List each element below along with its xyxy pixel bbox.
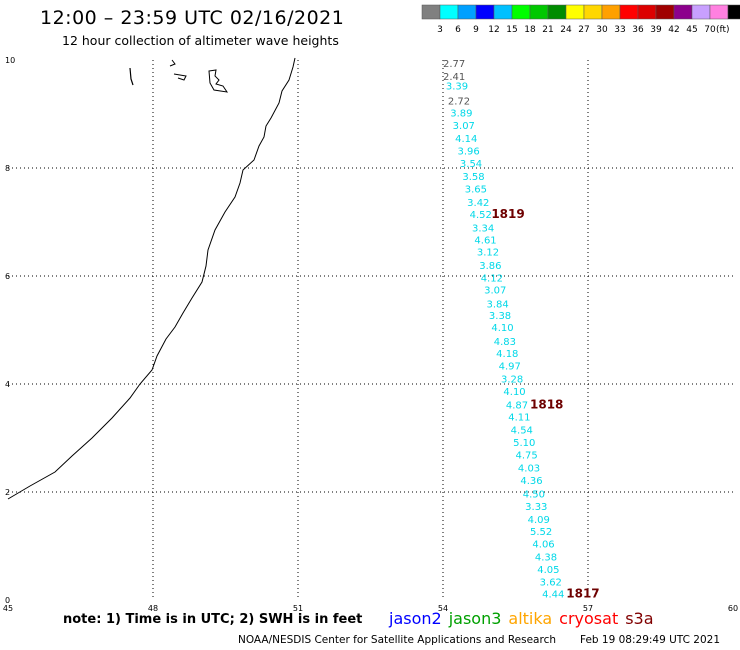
lon-tick-label: 60 — [728, 604, 738, 613]
wave-height-label: 4.38 — [535, 553, 557, 564]
wave-height-label: 3.58 — [462, 172, 484, 183]
wave-height-label: 4.06 — [532, 540, 554, 551]
scale-label: 39 — [650, 25, 662, 35]
wave-height-label: 4.36 — [520, 476, 542, 487]
wave-height-label: 4.52 — [470, 210, 492, 221]
island-outline — [208, 69, 229, 93]
scale-label: 30 — [596, 25, 608, 35]
wave-height-label: 4.12 — [481, 273, 503, 284]
wave-height-label: 2.72 — [448, 96, 470, 107]
scale-label: 24 — [560, 25, 572, 35]
scale-label: 36 — [632, 25, 644, 35]
wave-height-label: 2.41 — [443, 72, 465, 83]
lon-tick-label: 45 — [3, 604, 13, 613]
wave-height-label: 4.05 — [537, 565, 559, 576]
wave-height-label: 3.62 — [540, 577, 562, 588]
pass-time-label: 1819 — [491, 207, 524, 221]
lat-tick-label: 6 — [5, 272, 10, 281]
legend-s3a: s3a — [625, 609, 654, 628]
wave-height-label: 4.18 — [496, 349, 518, 360]
scale-unit: (ft) — [716, 25, 730, 35]
lon-tick-label: 54 — [438, 604, 448, 613]
wave-height-label: 3.34 — [472, 224, 494, 235]
scale-label: 3 — [437, 25, 443, 35]
wave-height-label: 3.42 — [467, 198, 489, 209]
legend-jason3: jason3 — [448, 609, 502, 628]
wave-height-label: 2.77 — [443, 59, 465, 70]
lon-tick-label: 57 — [583, 604, 593, 613]
lat-tick-label: 8 — [5, 164, 10, 173]
scale-label: 42 — [668, 25, 679, 35]
wave-height-label: 4.44 — [542, 589, 564, 600]
wave-height-label: 5.10 — [513, 438, 535, 449]
wave-height-label: 3.07 — [484, 285, 506, 296]
coastline — [7, 57, 296, 500]
scale-label: 27 — [578, 25, 589, 35]
wave-height-label: 4.11 — [508, 413, 530, 424]
scale-label: 6 — [455, 25, 461, 35]
lat-tick-label: 4 — [5, 380, 10, 389]
wave-height-label: 4.10 — [491, 323, 513, 334]
satellite-legend: jason2 jason3 altika cryosat s3a — [389, 609, 661, 628]
wave-height-label: 3.38 — [489, 311, 511, 322]
scale-label: 21 — [542, 25, 553, 35]
lon-tick-label: 48 — [148, 604, 158, 613]
wave-height-label: 4.03 — [518, 463, 540, 474]
color-scale: 3 6 9 12 15 18 21 24 27 30 33 36 39 42 45 70 (ft) — [421, 4, 740, 35]
scale-label: 33 — [614, 25, 625, 35]
wave-height-label: 3.28 — [501, 374, 523, 385]
wave-height-label: 3.96 — [458, 147, 480, 158]
map-subtitle: 12 hour collection of altimeter wave hei… — [62, 33, 339, 48]
scale-swatch — [727, 4, 740, 20]
wave-height-label: 5.52 — [530, 527, 552, 538]
pass-time-label: 1817 — [566, 586, 599, 600]
wave-height-label: 3.54 — [460, 159, 482, 170]
wave-height-label: 4.09 — [528, 515, 550, 526]
wave-height-label: 4.97 — [499, 361, 521, 372]
credit-line: NOAA/NESDIS Center for Satellite Applica… — [238, 634, 556, 646]
wave-height-label: 4.87 — [506, 400, 528, 411]
scale-label: 70 — [704, 25, 716, 35]
wave-height-label: 4.83 — [494, 337, 516, 348]
lat-tick-label: 10 — [5, 56, 15, 65]
wave-height-label: 3.84 — [487, 299, 509, 310]
legend-altika: altika — [508, 609, 553, 628]
wave-height-label: 3.86 — [479, 261, 501, 272]
wave-height-label: 3.12 — [477, 247, 499, 258]
scale-label: 9 — [473, 25, 479, 35]
wave-height-label: 4.54 — [511, 426, 533, 437]
map-title: 12:00 – 23:59 UTC 02/16/2021 — [40, 7, 345, 29]
island-outline — [129, 67, 134, 86]
lon-tick-label: 51 — [293, 604, 303, 613]
lat-tick-label: 0 — [5, 596, 10, 605]
lat-tick-label: 2 — [5, 488, 10, 497]
wave-height-label: 3.33 — [525, 502, 547, 513]
wave-height-label: 4.75 — [516, 451, 538, 462]
wave-height-label: 3.07 — [453, 121, 475, 132]
scale-label: 18 — [524, 25, 536, 35]
wave-height-label: 4.61 — [474, 236, 496, 247]
scale-label: 45 — [686, 25, 697, 35]
island-outline — [169, 59, 187, 81]
wave-height-label: 3.65 — [465, 184, 487, 195]
wave-height-label: 3.89 — [450, 109, 472, 120]
wave-height-label: 4.14 — [455, 134, 477, 145]
legend-cryosat: cryosat — [559, 609, 619, 628]
pass-time-label: 1818 — [530, 397, 563, 411]
scale-label: 15 — [506, 25, 517, 35]
units-note: note: 1) Time is in UTC; 2) SWH is in fe… — [63, 612, 363, 627]
wave-height-label: 4.50 — [523, 489, 545, 500]
wave-height-label: 3.39 — [446, 82, 468, 93]
generated-time: Feb 19 08:29:49 UTC 2021 — [580, 634, 720, 646]
legend-jason2: jason2 — [389, 609, 442, 628]
scale-label: 12 — [488, 25, 499, 35]
wave-height-label: 4.10 — [503, 387, 525, 398]
